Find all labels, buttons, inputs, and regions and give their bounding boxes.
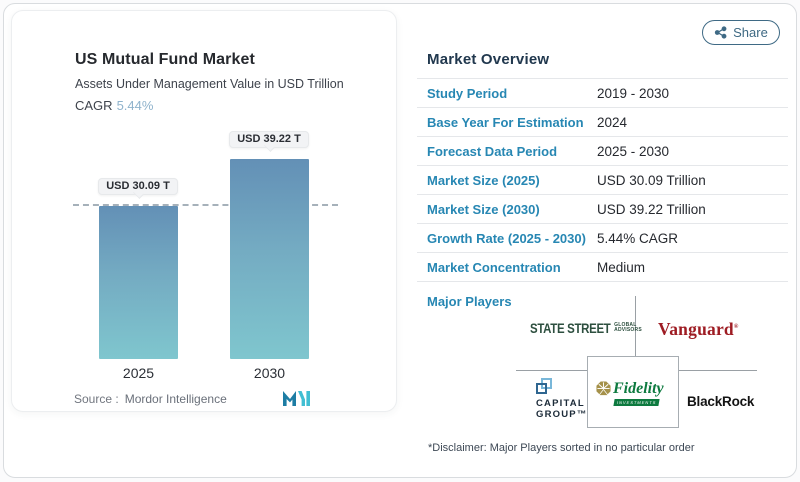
source-value: Mordor Intelligence (124, 392, 227, 406)
chart-title: US Mutual Fund Market (75, 51, 255, 68)
table-row: Forecast Data Period 2025 - 2030 (417, 137, 788, 166)
overview-table: Study Period 2019 - 2030 Base Year For E… (417, 78, 788, 282)
bar-chart: USD 30.09 T USD 39.22 T (12, 130, 398, 359)
source-label: Source : (74, 392, 119, 406)
source-attribution: Source : Mordor Intelligence (74, 392, 227, 406)
blackrock-logo: BlackRock (687, 394, 755, 409)
x-axis-label-2025: 2025 (122, 365, 155, 381)
fidelity-investments-label: INVESTMENTS (613, 399, 661, 406)
state-street-wordmark: STATE STREET (530, 320, 611, 336)
cagr-value: 5.44% (116, 98, 154, 113)
bar-2030 (230, 158, 309, 359)
major-players-label: Major Players (427, 294, 512, 309)
registered-mark: ® (733, 324, 739, 331)
chart-card: US Mutual Fund Market Assets Under Manag… (11, 10, 397, 412)
table-row: Market Concentration Medium (417, 253, 788, 282)
share-button-label: Share (733, 25, 768, 40)
capital-group-squares-icon (536, 378, 554, 396)
vanguard-wordmark: Vanguard (658, 319, 734, 339)
x-axis-label-2030: 2030 (253, 365, 286, 381)
capital-group-line2: GROUP™ (536, 409, 588, 420)
table-row: Market Size (2025) USD 30.09 Trillion (417, 166, 788, 195)
row-label: Market Concentration (427, 259, 561, 275)
state-street-logo: STATE STREET GLOBAL ADVISORS (530, 320, 642, 336)
tree-horizontal-line-right (679, 370, 757, 371)
state-street-global-advisors: GLOBAL ADVISORS (614, 321, 642, 334)
row-label: Market Size (2025) (427, 172, 540, 188)
fidelity-wordmark: Fidelity (613, 380, 664, 397)
capital-group-logo: CAPITAL GROUP™ (536, 378, 588, 420)
bar-value-label-2030: USD 39.22 T (229, 130, 309, 148)
tree-vertical-line (635, 296, 636, 356)
fidelity-logo: Fidelity (596, 381, 664, 397)
row-value: 5.44% CAGR (597, 230, 679, 246)
chart-cagr: CAGR 5.44% (75, 98, 153, 113)
tree-horizontal-line-left (516, 370, 587, 371)
disclaimer-text: *Disclaimer: Major Players sorted in no … (428, 442, 695, 454)
table-row: Study Period 2019 - 2030 (417, 79, 788, 108)
row-label: Growth Rate (2025 - 2030) (427, 230, 586, 246)
vanguard-logo: Vanguard® (658, 319, 739, 340)
capital-group-line1: CAPITAL (536, 398, 585, 409)
row-value: 2024 (597, 114, 628, 130)
share-icon (714, 26, 727, 39)
chart-subtitle: Assets Under Management Value in USD Tri… (75, 77, 344, 91)
table-row: Base Year For Estimation 2024 (417, 108, 788, 137)
mordor-intelligence-logo-icon (283, 391, 310, 406)
bar-2025 (99, 205, 178, 359)
row-label: Forecast Data Period (427, 143, 558, 159)
row-label: Market Size (2030) (427, 201, 540, 217)
row-value: USD 39.22 Trillion (597, 201, 706, 217)
fidelity-logo-box: Fidelity INVESTMENTS (587, 356, 679, 428)
table-row: Market Size (2030) USD 39.22 Trillion (417, 195, 788, 224)
row-label: Study Period (427, 85, 508, 101)
row-value: 2025 - 2030 (597, 143, 670, 159)
state-street-stack-line: GLOBAL (614, 321, 637, 328)
table-row: Growth Rate (2025 - 2030) 5.44% CAGR (417, 224, 788, 253)
fidelity-pyramid-icon (596, 381, 611, 396)
row-label: Base Year For Estimation (427, 114, 584, 130)
row-value: USD 30.09 Trillion (597, 172, 706, 188)
panel-heading: Market Overview (427, 51, 550, 68)
cagr-label: CAGR (75, 98, 113, 113)
share-button[interactable]: Share (702, 20, 780, 45)
row-value: 2019 - 2030 (597, 85, 670, 101)
bar-value-label-2025: USD 30.09 T (98, 177, 178, 195)
state-street-stack-line: ADVISORS (614, 327, 642, 333)
reference-dashed-line (73, 203, 338, 206)
row-value: Medium (597, 259, 646, 275)
